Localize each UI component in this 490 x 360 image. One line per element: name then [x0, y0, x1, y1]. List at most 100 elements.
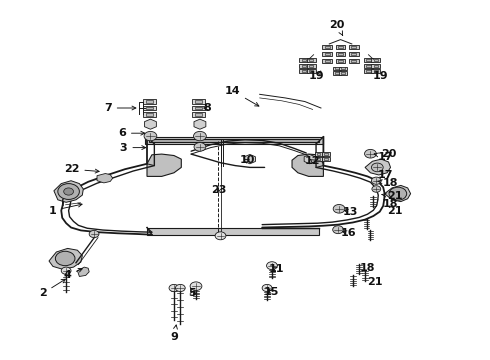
Text: 22: 22 — [64, 164, 99, 174]
Bar — [338, 53, 343, 55]
Text: 11: 11 — [269, 264, 284, 274]
Text: 8: 8 — [203, 103, 211, 113]
Bar — [349, 45, 359, 49]
Circle shape — [175, 284, 185, 292]
Polygon shape — [194, 119, 206, 129]
Bar — [143, 99, 156, 104]
Bar — [307, 58, 316, 62]
Bar — [341, 72, 345, 73]
Bar — [322, 157, 330, 161]
Text: 12: 12 — [305, 156, 320, 166]
Bar — [374, 69, 378, 72]
Bar — [322, 52, 332, 56]
Bar — [351, 60, 356, 62]
Text: 17: 17 — [377, 170, 393, 180]
Bar — [374, 59, 378, 62]
Bar — [371, 68, 380, 72]
Text: 17: 17 — [374, 152, 393, 162]
Circle shape — [64, 188, 74, 195]
Circle shape — [55, 251, 75, 266]
Bar — [364, 63, 373, 68]
Bar — [315, 157, 322, 161]
Bar — [195, 100, 202, 103]
Bar — [322, 59, 332, 63]
Bar — [325, 46, 330, 48]
Bar — [374, 64, 378, 67]
Text: 21: 21 — [368, 276, 383, 287]
Circle shape — [190, 282, 202, 291]
Text: 20: 20 — [329, 20, 345, 36]
Bar — [302, 59, 306, 62]
Bar — [299, 58, 308, 62]
Polygon shape — [77, 267, 89, 276]
Polygon shape — [54, 181, 83, 202]
Bar — [371, 58, 380, 62]
Bar — [367, 64, 371, 67]
Bar — [317, 153, 320, 155]
Bar — [192, 112, 205, 117]
Polygon shape — [145, 119, 156, 129]
Polygon shape — [97, 174, 113, 183]
Bar — [317, 158, 320, 160]
Circle shape — [169, 284, 179, 292]
Text: 1: 1 — [49, 203, 82, 216]
Bar — [309, 59, 314, 62]
Bar — [333, 67, 341, 70]
Bar — [146, 107, 153, 109]
Circle shape — [371, 163, 383, 172]
Bar — [143, 112, 156, 117]
Circle shape — [89, 230, 99, 238]
Polygon shape — [292, 154, 323, 176]
Text: 19: 19 — [309, 71, 324, 81]
Polygon shape — [149, 139, 318, 142]
Text: 5: 5 — [189, 288, 196, 298]
Polygon shape — [245, 154, 255, 164]
Text: 3: 3 — [120, 143, 146, 153]
Polygon shape — [145, 137, 323, 144]
Polygon shape — [49, 248, 82, 269]
Text: 23: 23 — [211, 185, 226, 195]
Bar — [336, 52, 345, 56]
Bar — [364, 58, 373, 62]
Bar — [325, 53, 330, 55]
Bar — [351, 46, 356, 48]
Bar — [336, 59, 345, 63]
Polygon shape — [385, 185, 411, 202]
Text: 20: 20 — [381, 149, 396, 159]
Circle shape — [372, 186, 381, 192]
Bar — [299, 68, 308, 72]
Text: 16: 16 — [341, 228, 356, 238]
Text: 6: 6 — [118, 128, 145, 138]
Text: 4: 4 — [63, 269, 82, 280]
Bar — [302, 64, 306, 67]
Text: 10: 10 — [240, 155, 255, 165]
Bar — [367, 69, 371, 72]
Circle shape — [371, 177, 381, 184]
Bar — [349, 59, 359, 63]
Bar — [338, 46, 343, 48]
Bar — [333, 71, 341, 75]
Circle shape — [194, 131, 206, 141]
Bar — [302, 69, 306, 72]
Text: 7: 7 — [104, 103, 136, 113]
Text: 9: 9 — [170, 325, 178, 342]
Bar — [146, 113, 153, 116]
Polygon shape — [304, 154, 315, 164]
Text: 19: 19 — [372, 71, 388, 81]
Text: 21: 21 — [387, 206, 403, 216]
Bar — [192, 99, 205, 104]
Circle shape — [389, 187, 407, 200]
Bar — [339, 71, 347, 75]
Bar — [307, 68, 316, 72]
Polygon shape — [365, 159, 391, 175]
Bar — [336, 45, 345, 49]
Text: 15: 15 — [264, 287, 279, 297]
Bar — [299, 63, 308, 68]
Bar — [325, 60, 330, 62]
Bar — [315, 152, 322, 156]
Bar — [349, 52, 359, 56]
Circle shape — [262, 284, 272, 292]
Bar — [351, 53, 356, 55]
Circle shape — [267, 262, 277, 270]
Bar — [146, 100, 153, 103]
